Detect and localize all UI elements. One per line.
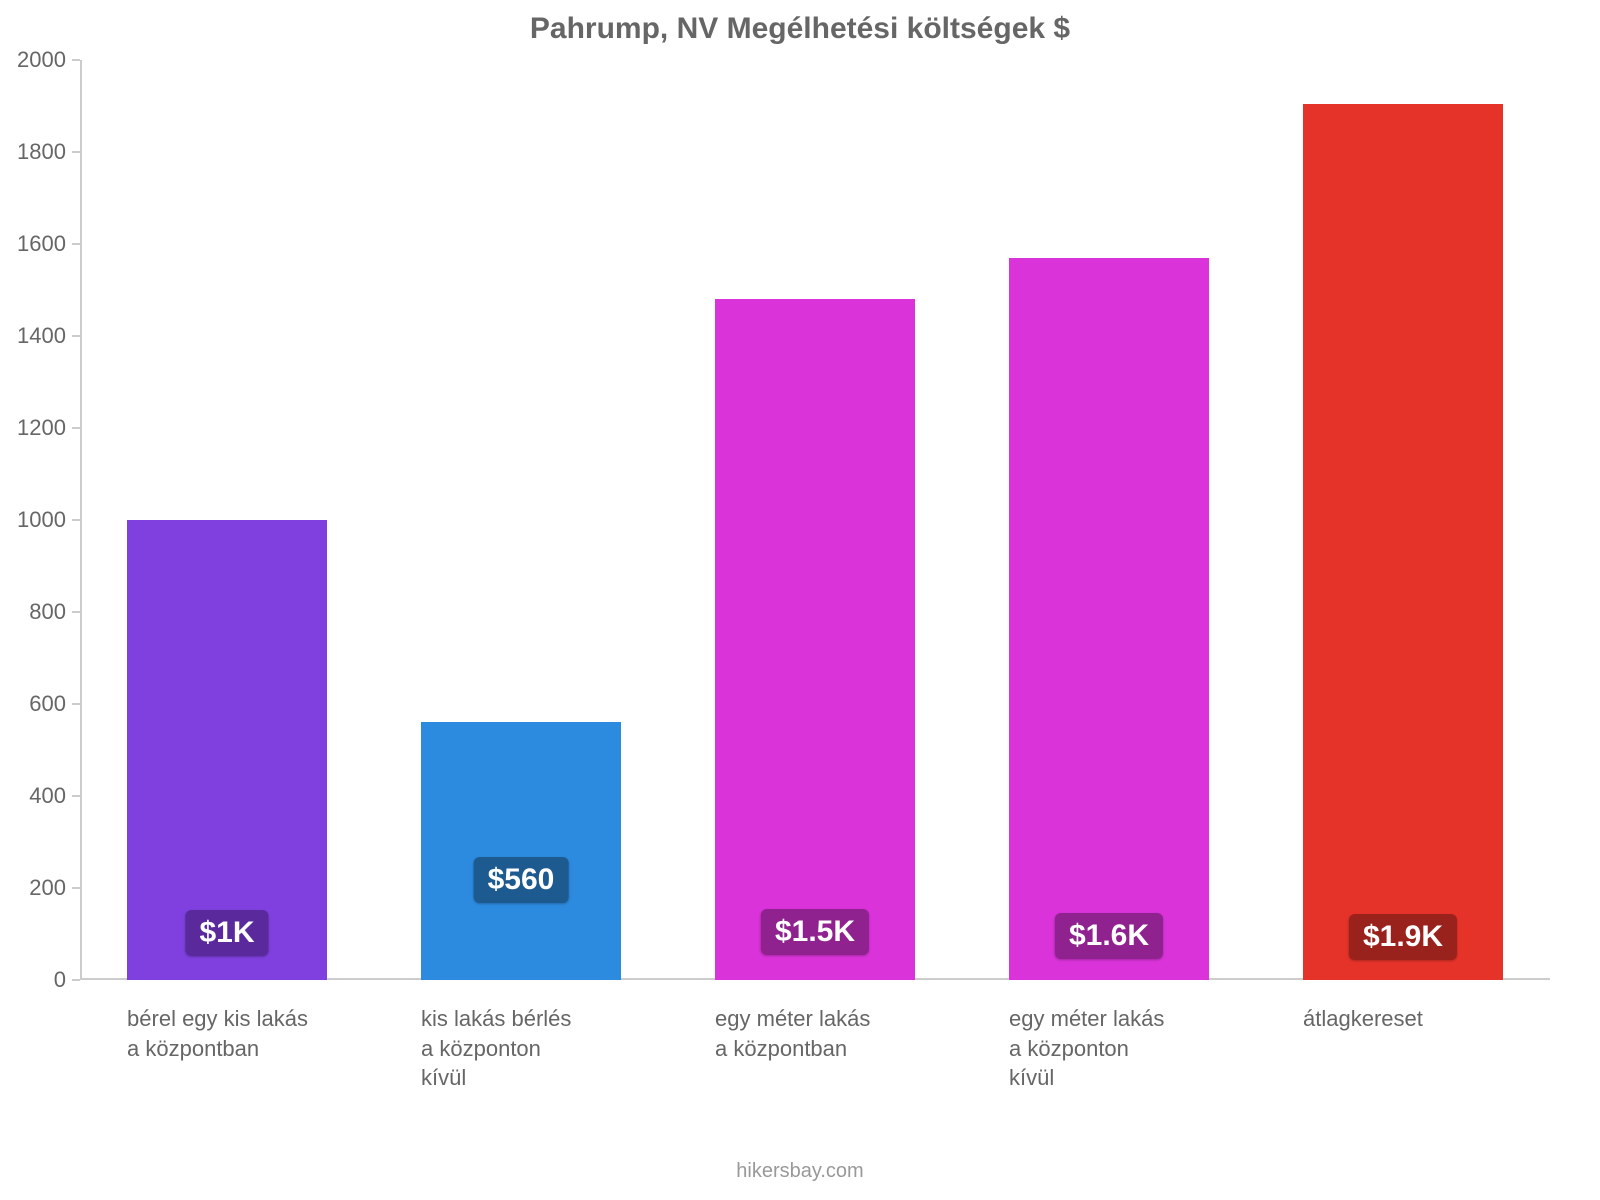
bar: $1.6K bbox=[1009, 258, 1209, 980]
attribution: hikersbay.com bbox=[0, 1160, 1600, 1183]
bar: $560 bbox=[421, 722, 621, 980]
x-category-label: kis lakás bérlés a központon kívül bbox=[421, 980, 661, 1093]
y-tick-label: 1000 bbox=[17, 507, 80, 533]
y-tick-mark bbox=[72, 887, 80, 889]
y-tick-mark bbox=[72, 427, 80, 429]
y-tick-label: 1200 bbox=[17, 415, 80, 441]
y-tick-label: 1400 bbox=[17, 323, 80, 349]
y-tick-label: 1800 bbox=[17, 139, 80, 165]
y-tick-mark bbox=[72, 151, 80, 153]
bar-value-label: $1.5K bbox=[761, 909, 869, 955]
x-category-label: átlagkereset bbox=[1303, 980, 1543, 1034]
x-category-label: egy méter lakás a központban bbox=[715, 980, 955, 1063]
y-tick-mark bbox=[72, 795, 80, 797]
bar-value-label: $1.6K bbox=[1055, 913, 1163, 959]
y-tick-mark bbox=[72, 335, 80, 337]
chart-title: Pahrump, NV Megélhetési költségek $ bbox=[0, 12, 1600, 46]
y-tick-mark bbox=[72, 59, 80, 61]
bar-value-label: $560 bbox=[474, 857, 569, 903]
y-tick-mark bbox=[72, 519, 80, 521]
bar: $1.9K bbox=[1303, 104, 1503, 980]
x-category-label: egy méter lakás a központon kívül bbox=[1009, 980, 1249, 1093]
y-tick-mark bbox=[72, 979, 80, 981]
bar-value-label: $1.9K bbox=[1349, 914, 1457, 960]
bar-value-label: $1K bbox=[185, 910, 268, 956]
y-axis-line bbox=[80, 60, 82, 980]
y-tick-mark bbox=[72, 611, 80, 613]
y-tick-mark bbox=[72, 243, 80, 245]
y-tick-label: 1600 bbox=[17, 231, 80, 257]
x-category-label: bérel egy kis lakás a központban bbox=[127, 980, 367, 1063]
y-tick-mark bbox=[72, 703, 80, 705]
y-tick-label: 2000 bbox=[17, 47, 80, 73]
bar: $1K bbox=[127, 520, 327, 980]
plot-area: 0200400600800100012001400160018002000 $1… bbox=[80, 60, 1550, 980]
cost-of-living-chart: Pahrump, NV Megélhetési költségek $ 0200… bbox=[0, 0, 1600, 1200]
bar: $1.5K bbox=[715, 299, 915, 980]
